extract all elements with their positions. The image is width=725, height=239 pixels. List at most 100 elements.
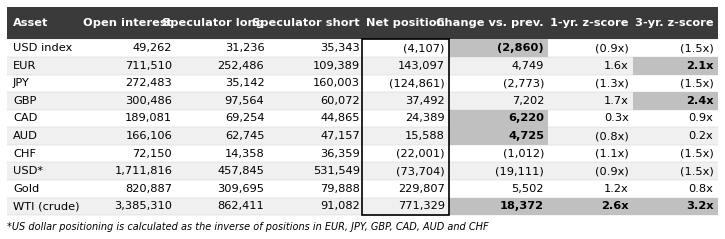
Text: 2.6x: 2.6x [601,201,629,211]
Text: CHF: CHF [13,149,36,159]
Text: AUD: AUD [13,131,38,141]
Text: 862,411: 862,411 [218,201,265,211]
Text: 72,150: 72,150 [133,149,173,159]
Text: (1.5x): (1.5x) [679,78,713,88]
FancyBboxPatch shape [7,180,718,197]
Text: 189,081: 189,081 [125,114,173,124]
Text: 97,564: 97,564 [225,96,265,106]
Text: 35,142: 35,142 [225,78,265,88]
FancyBboxPatch shape [449,127,548,145]
Text: 35,343: 35,343 [320,43,360,53]
Text: 143,097: 143,097 [397,61,444,71]
Text: 252,486: 252,486 [218,61,265,71]
FancyBboxPatch shape [7,92,718,110]
Text: Asset: Asset [13,18,49,28]
Text: 18,372: 18,372 [500,201,544,211]
FancyBboxPatch shape [7,75,718,92]
Text: EUR: EUR [13,61,36,71]
Text: 0.2x: 0.2x [689,131,713,141]
FancyBboxPatch shape [633,92,718,110]
Text: 3,385,310: 3,385,310 [115,201,173,211]
Text: (19,111): (19,111) [495,166,544,176]
Text: 1.2x: 1.2x [604,184,629,194]
Text: (73,704): (73,704) [396,166,444,176]
Text: 36,359: 36,359 [320,149,360,159]
Text: 69,254: 69,254 [225,114,265,124]
Text: 7,202: 7,202 [512,96,544,106]
Text: Net position: Net position [366,18,444,28]
Text: USD*: USD* [13,166,43,176]
Text: (0.9x): (0.9x) [595,43,629,53]
Text: Speculator short: Speculator short [252,18,360,28]
FancyBboxPatch shape [7,145,718,163]
Text: 91,082: 91,082 [320,201,360,211]
Text: 79,888: 79,888 [320,184,360,194]
Text: Open interest: Open interest [83,18,173,28]
Text: 166,106: 166,106 [125,131,173,141]
Text: 0.8x: 0.8x [689,184,713,194]
Text: (1.1x): (1.1x) [595,149,629,159]
Text: (124,861): (124,861) [389,78,444,88]
Text: 2.1x: 2.1x [686,61,713,71]
Text: 820,887: 820,887 [125,184,173,194]
Text: Speculator long: Speculator long [162,18,265,28]
Text: (0.9x): (0.9x) [595,166,629,176]
Text: (1.5x): (1.5x) [679,149,713,159]
Text: 3.2x: 3.2x [686,201,713,211]
Text: (2,773): (2,773) [502,78,544,88]
Text: 4,725: 4,725 [508,131,544,141]
Text: 160,003: 160,003 [313,78,360,88]
FancyBboxPatch shape [449,197,548,215]
FancyBboxPatch shape [633,197,718,215]
Text: 531,549: 531,549 [313,166,360,176]
Text: 24,389: 24,389 [405,114,444,124]
FancyBboxPatch shape [7,110,718,127]
Text: *US dollar positioning is calculated as the inverse of positions in EUR, JPY, GB: *US dollar positioning is calculated as … [7,222,489,232]
Text: 47,157: 47,157 [320,131,360,141]
Text: 49,262: 49,262 [133,43,173,53]
Text: 15,588: 15,588 [405,131,444,141]
Text: 711,510: 711,510 [125,61,173,71]
FancyBboxPatch shape [548,197,633,215]
Text: 109,389: 109,389 [313,61,360,71]
Text: 14,358: 14,358 [225,149,265,159]
FancyBboxPatch shape [7,163,718,180]
Text: 2.4x: 2.4x [686,96,713,106]
Text: WTI (crude): WTI (crude) [13,201,80,211]
Text: (0.8x): (0.8x) [595,131,629,141]
Text: 60,072: 60,072 [320,96,360,106]
Text: 771,329: 771,329 [397,201,444,211]
Text: 4,749: 4,749 [512,61,544,71]
Text: (4,107): (4,107) [403,43,444,53]
Text: (1.5x): (1.5x) [679,43,713,53]
Text: Change vs. prev.: Change vs. prev. [436,18,544,28]
Text: 0.3x: 0.3x [604,114,629,124]
Text: 229,807: 229,807 [398,184,444,194]
Text: JPY: JPY [13,78,30,88]
Text: (1.3x): (1.3x) [595,78,629,88]
FancyBboxPatch shape [633,57,718,75]
Text: CAD: CAD [13,114,38,124]
Text: 1-yr. z-score: 1-yr. z-score [550,18,629,28]
Text: 457,845: 457,845 [218,166,265,176]
Text: (2,860): (2,860) [497,43,544,53]
FancyBboxPatch shape [7,197,718,215]
Text: USD index: USD index [13,43,72,53]
FancyBboxPatch shape [449,110,548,127]
Text: (22,001): (22,001) [396,149,444,159]
Text: 1.6x: 1.6x [604,61,629,71]
Text: 1,711,816: 1,711,816 [115,166,173,176]
FancyBboxPatch shape [7,7,718,39]
Text: 44,865: 44,865 [320,114,360,124]
Text: GBP: GBP [13,96,36,106]
Text: 6,220: 6,220 [508,114,544,124]
Text: 31,236: 31,236 [225,43,265,53]
Text: 300,486: 300,486 [125,96,173,106]
FancyBboxPatch shape [7,57,718,75]
Text: Gold: Gold [13,184,39,194]
Text: 3-yr. z-score: 3-yr. z-score [635,18,713,28]
Text: 5,502: 5,502 [512,184,544,194]
Text: (1.5x): (1.5x) [679,166,713,176]
Text: 309,695: 309,695 [218,184,265,194]
FancyBboxPatch shape [7,39,718,57]
